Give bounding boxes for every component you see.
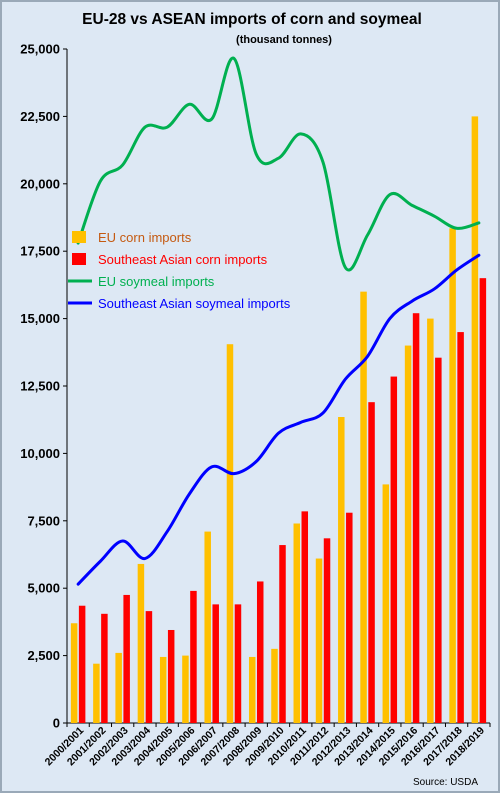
bar-eu-corn-imports <box>159 656 167 723</box>
legend-label: Southeast Asian corn imports <box>98 252 268 267</box>
bar-eu-corn-imports <box>248 656 256 723</box>
bar-southeast-asian-corn-imports <box>346 512 353 723</box>
bar-eu-corn-imports <box>226 344 234 723</box>
y-tick-label: 17,500 <box>20 244 60 259</box>
bar-eu-corn-imports <box>427 318 434 723</box>
y-tick-label: 10,000 <box>20 446 60 461</box>
bar-eu-corn-imports <box>182 655 189 723</box>
bar-southeast-asian-corn-imports <box>190 590 197 723</box>
bar-eu-corn-imports <box>137 563 145 723</box>
legend-swatch <box>72 253 86 265</box>
y-tick-label: 2,500 <box>27 648 60 663</box>
y-tick-label: 20,000 <box>20 176 60 191</box>
bar-eu-corn-imports <box>93 663 100 723</box>
bar-southeast-asian-corn-imports <box>234 604 242 723</box>
legend-label: EU corn imports <box>98 230 192 245</box>
bar-southeast-asian-corn-imports <box>323 538 331 723</box>
bar-southeast-asian-corn-imports <box>279 545 286 723</box>
bar-southeast-asian-corn-imports <box>101 613 108 723</box>
bar-southeast-asian-corn-imports <box>390 376 398 723</box>
bar-southeast-asian-corn-imports <box>123 594 130 723</box>
y-tick-label: 0 <box>53 716 60 731</box>
bar-southeast-asian-corn-imports <box>145 611 153 723</box>
bar-southeast-asian-corn-imports <box>479 278 487 723</box>
bar-southeast-asian-corn-imports <box>435 357 442 723</box>
chart-title: EU-28 vs ASEAN imports of corn and soyme… <box>82 11 422 28</box>
bar-southeast-asian-corn-imports <box>212 604 219 723</box>
bar-eu-corn-imports <box>449 228 456 723</box>
bar-eu-corn-imports <box>70 623 78 723</box>
bar-eu-corn-imports <box>204 531 211 723</box>
bar-eu-corn-imports <box>338 417 345 723</box>
bar-southeast-asian-corn-imports <box>301 511 309 723</box>
bar-eu-corn-imports <box>115 652 122 723</box>
bar-eu-corn-imports <box>271 648 278 723</box>
bar-eu-corn-imports <box>293 523 301 723</box>
y-tick-label: 7,500 <box>27 513 60 528</box>
source-note: Source: USDA <box>413 777 478 788</box>
y-tick-label: 25,000 <box>20 42 60 57</box>
y-tick-label: 15,000 <box>20 311 60 326</box>
legend: EU corn imports Southeast Asian corn impo… <box>68 230 291 311</box>
chart-subtitle: (thousand tonnes) <box>236 34 332 46</box>
legend-swatch <box>72 231 86 243</box>
line-eu-soymeal-imports <box>76 56 481 272</box>
bar-southeast-asian-corn-imports <box>368 402 375 723</box>
y-tick-label: 12,500 <box>20 379 60 394</box>
bar-southeast-asian-corn-imports <box>78 605 86 723</box>
bar-eu-corn-imports <box>404 345 412 723</box>
bar-eu-corn-imports <box>315 558 323 723</box>
y-tick-label: 22,500 <box>20 109 60 124</box>
bar-southeast-asian-corn-imports <box>256 581 264 723</box>
y-tick-label: 5,000 <box>27 581 60 596</box>
bar-eu-corn-imports <box>360 291 367 723</box>
bar-southeast-asian-corn-imports <box>167 629 175 723</box>
bar-southeast-asian-corn-imports <box>457 332 464 723</box>
line-southeast-asian-soymeal-imports <box>76 253 481 586</box>
plot-area: 0 2,500 5,000 7,500 10,000 12,500 15,000 17,500… <box>20 42 491 768</box>
bar-eu-corn-imports <box>382 484 390 723</box>
legend-label: EU soymeal imports <box>98 274 215 289</box>
bar-southeast-asian-corn-imports <box>412 313 420 723</box>
legend-label: Southeast Asian soymeal imports <box>98 296 291 311</box>
bar-eu-corn-imports <box>471 116 479 723</box>
